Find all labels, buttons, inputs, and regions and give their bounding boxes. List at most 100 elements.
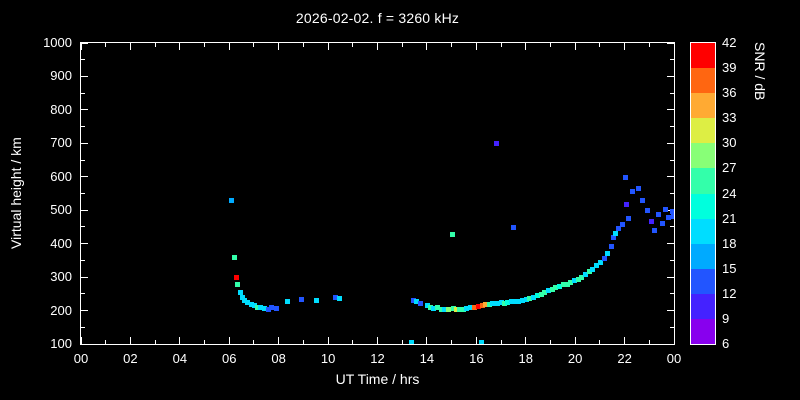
colorbar-segment bbox=[691, 68, 715, 94]
y-tick-mark bbox=[667, 142, 674, 144]
x-minor-tick-mark bbox=[302, 43, 304, 47]
scatter-point bbox=[601, 255, 607, 261]
scatter-point bbox=[337, 295, 343, 301]
y-minor-tick-mark bbox=[81, 193, 85, 194]
y-tick-label: 200 bbox=[50, 302, 72, 318]
x-tick-mark bbox=[278, 337, 280, 344]
scatter-point bbox=[665, 214, 671, 220]
scatter-point bbox=[450, 306, 456, 312]
scatter-point bbox=[523, 297, 529, 303]
y-tick-label: 400 bbox=[50, 235, 72, 251]
scatter-point bbox=[586, 269, 592, 275]
scatter-point bbox=[560, 282, 566, 288]
y-minor-tick-mark bbox=[81, 226, 85, 228]
scatter-point bbox=[671, 214, 674, 220]
scatter-point bbox=[229, 197, 235, 203]
scatter-point bbox=[583, 271, 589, 277]
colorbar-segment bbox=[691, 243, 715, 269]
y-minor-tick-mark bbox=[670, 193, 674, 194]
scatter-point bbox=[232, 255, 238, 261]
scatter-point bbox=[449, 231, 455, 237]
x-tick-mark bbox=[377, 43, 378, 50]
chart-title: 2026-02-02. f = 3260 kHz bbox=[295, 10, 460, 26]
x-tick-mark bbox=[327, 43, 329, 50]
scatter-point bbox=[431, 305, 437, 311]
scatter-point bbox=[490, 301, 496, 307]
colorbar-label: SNR / dB bbox=[752, 42, 768, 101]
y-tick-mark bbox=[81, 343, 88, 344]
scatter-point bbox=[605, 251, 611, 257]
colorbar-tick-label: 42 bbox=[722, 35, 737, 50]
x-tick-mark bbox=[179, 337, 181, 344]
x-tick-mark bbox=[525, 337, 527, 344]
scatter-point bbox=[408, 340, 414, 344]
y-axis-label: Virtual height / km bbox=[8, 137, 24, 250]
scatter-point bbox=[624, 201, 630, 207]
scatter-point bbox=[513, 299, 519, 305]
scatter-point bbox=[625, 216, 631, 222]
x-minor-tick-mark bbox=[302, 340, 304, 344]
scatter-point bbox=[655, 211, 661, 217]
scatter-point bbox=[622, 174, 628, 180]
colorbar-segment bbox=[691, 193, 715, 219]
x-minor-tick-mark bbox=[648, 340, 650, 344]
x-tick-mark bbox=[278, 43, 280, 50]
scatter-point bbox=[542, 290, 548, 296]
scatter-point bbox=[414, 299, 420, 305]
scatter-point bbox=[274, 306, 280, 312]
y-tick-mark bbox=[81, 276, 88, 278]
x-tick-mark bbox=[228, 43, 230, 50]
x-minor-tick-mark bbox=[451, 43, 453, 47]
scatter-point bbox=[248, 301, 254, 307]
scatter-point bbox=[298, 296, 304, 302]
scatter-point bbox=[475, 303, 481, 309]
y-tick-label: 500 bbox=[50, 202, 72, 218]
scatter-point bbox=[669, 208, 674, 214]
x-tick-mark bbox=[475, 43, 477, 50]
y-minor-tick-mark bbox=[81, 326, 85, 328]
x-minor-tick-mark bbox=[105, 43, 107, 47]
colorbar-segment bbox=[691, 93, 715, 119]
scatter-point bbox=[499, 300, 505, 306]
y-tick-label: 300 bbox=[50, 269, 72, 285]
scatter-point bbox=[261, 305, 267, 311]
x-minor-tick-mark bbox=[154, 340, 156, 344]
scatter-point bbox=[417, 301, 423, 307]
scatter-point bbox=[613, 230, 619, 236]
y-tick-mark bbox=[667, 75, 674, 77]
y-minor-tick-mark bbox=[670, 326, 674, 328]
y-tick-mark bbox=[667, 343, 674, 344]
x-minor-tick-mark bbox=[648, 43, 650, 47]
scatter-point bbox=[538, 291, 544, 297]
x-tick-mark bbox=[525, 43, 527, 50]
scatter-point bbox=[494, 141, 500, 147]
y-minor-tick-mark bbox=[670, 159, 674, 161]
scatter-point bbox=[265, 306, 271, 312]
scatter-point bbox=[652, 228, 658, 234]
scatter-point bbox=[564, 281, 570, 287]
x-tick-label: 02 bbox=[123, 351, 138, 366]
colorbar-tick-label: 12 bbox=[722, 285, 737, 301]
colorbar-tick-label: 27 bbox=[722, 160, 737, 176]
x-tick-label: 22 bbox=[617, 351, 632, 366]
scatter-point bbox=[594, 263, 600, 269]
scatter-point bbox=[508, 299, 514, 305]
scatter-point bbox=[237, 290, 243, 296]
x-tick-mark bbox=[129, 337, 131, 344]
x-minor-tick-mark bbox=[549, 43, 551, 47]
y-minor-tick-mark bbox=[81, 159, 85, 161]
x-tick-label: 04 bbox=[172, 351, 188, 366]
scatter-point bbox=[251, 303, 257, 309]
scatter-point bbox=[254, 304, 260, 310]
y-minor-tick-mark bbox=[81, 259, 85, 261]
x-minor-tick-mark bbox=[105, 340, 107, 344]
plot-area bbox=[80, 42, 675, 345]
scatter-point bbox=[639, 197, 645, 203]
scatter-point bbox=[242, 297, 248, 303]
y-minor-tick-mark bbox=[670, 259, 674, 261]
colorbar-tick-label: 15 bbox=[722, 260, 737, 276]
x-tick-mark bbox=[624, 337, 626, 344]
scatter-point bbox=[662, 206, 668, 212]
x-minor-tick-mark bbox=[599, 340, 601, 344]
y-minor-tick-mark bbox=[670, 59, 674, 61]
